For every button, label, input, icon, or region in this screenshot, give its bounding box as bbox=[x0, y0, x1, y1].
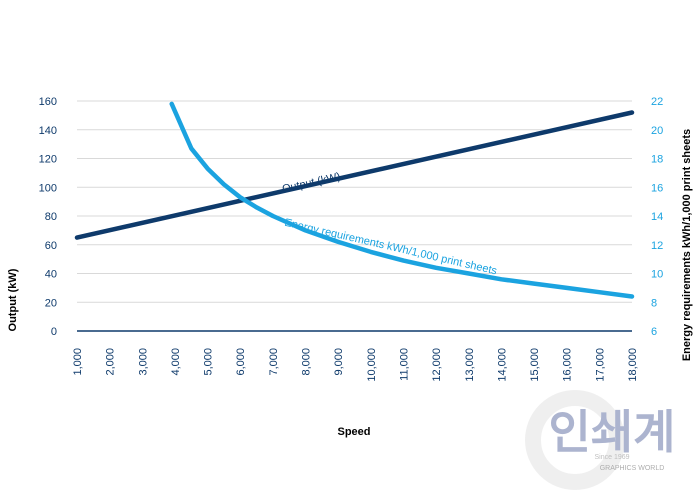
x-tick-label: 15,000 bbox=[529, 348, 541, 382]
y2-tick-label: 20 bbox=[651, 125, 663, 137]
y2-tick-label: 10 bbox=[651, 269, 663, 281]
series-energy-line bbox=[169, 101, 635, 299]
y-tick-label: 20 bbox=[45, 297, 57, 309]
watermark-hangul: 인쇄계 bbox=[549, 405, 676, 459]
watermark-since: Since 1969 bbox=[594, 454, 629, 461]
x-axis-ticks: 1,000 2,000 3,000 4,000 5,000 6,000 7,000 8,000… bbox=[72, 348, 639, 382]
x-tick-label: 6,000 bbox=[235, 348, 247, 376]
y-tick-label: 100 bbox=[39, 182, 57, 194]
x-tick-label: 10,000 bbox=[366, 348, 378, 382]
x-tick-label: 17,000 bbox=[594, 348, 606, 382]
y2-tick-label: 8 bbox=[651, 297, 657, 309]
y2-tick-label: 22 bbox=[651, 96, 663, 108]
x-tick-label: 8,000 bbox=[301, 348, 313, 376]
left-axis-ticks: 0 20 40 60 80 100 120 140 160 bbox=[39, 96, 57, 338]
y-tick-label: 140 bbox=[39, 125, 57, 137]
x-tick-label: 16,000 bbox=[562, 348, 574, 382]
x-tick-label: 11,000 bbox=[398, 348, 410, 381]
y2-tick-label: 18 bbox=[651, 154, 663, 166]
x-tick-label: 18,000 bbox=[627, 348, 639, 382]
x-tick-label: 12,000 bbox=[431, 348, 443, 382]
series-output-line bbox=[74, 110, 635, 240]
x-tick-label: 14,000 bbox=[496, 348, 508, 382]
series-energy-label: Energy requirements kWh/1,000 print shee… bbox=[283, 217, 498, 278]
series-layer bbox=[74, 101, 635, 299]
y2-tick-label: 12 bbox=[651, 240, 663, 252]
labels: Output (kW) Energy requirements kWh/1,000… bbox=[281, 171, 498, 278]
y2-axis-title: Energy requirements kWh/1,000 print shee… bbox=[681, 129, 693, 361]
x-tick-label: 1,000 bbox=[72, 348, 84, 376]
y-tick-label: 80 bbox=[45, 211, 57, 223]
x-tick-label: 2,000 bbox=[105, 348, 117, 376]
right-axis-ticks: 6 8 10 12 14 16 18 20 22 bbox=[651, 96, 663, 338]
watermark: 인쇄계 Since 1969 GRAPHICS WORLD bbox=[525, 390, 676, 490]
watermark-ring bbox=[525, 390, 625, 490]
x-tick-label: 13,000 bbox=[464, 348, 476, 382]
y-tick-label: 0 bbox=[51, 326, 57, 338]
y-tick-label: 160 bbox=[39, 96, 57, 108]
x-tick-label: 7,000 bbox=[268, 348, 280, 376]
x-tick-label: 3,000 bbox=[137, 348, 149, 376]
x-tick-label: 5,000 bbox=[203, 348, 215, 376]
watermark-brand: GRAPHICS WORLD bbox=[600, 465, 665, 472]
y2-tick-label: 6 bbox=[651, 326, 657, 338]
y-tick-label: 120 bbox=[39, 154, 57, 166]
y-axis-title: Output (kW) bbox=[7, 268, 19, 331]
y-tick-label: 40 bbox=[45, 269, 57, 281]
series-output-label: Output (kW) bbox=[281, 171, 341, 196]
y2-tick-label: 16 bbox=[651, 182, 663, 194]
x-tick-label: 9,000 bbox=[333, 348, 345, 376]
y-tick-label: 60 bbox=[45, 240, 57, 252]
x-tick-label: 4,000 bbox=[170, 348, 182, 376]
x-axis-title: Speed bbox=[337, 426, 370, 438]
y2-tick-label: 14 bbox=[651, 211, 663, 223]
